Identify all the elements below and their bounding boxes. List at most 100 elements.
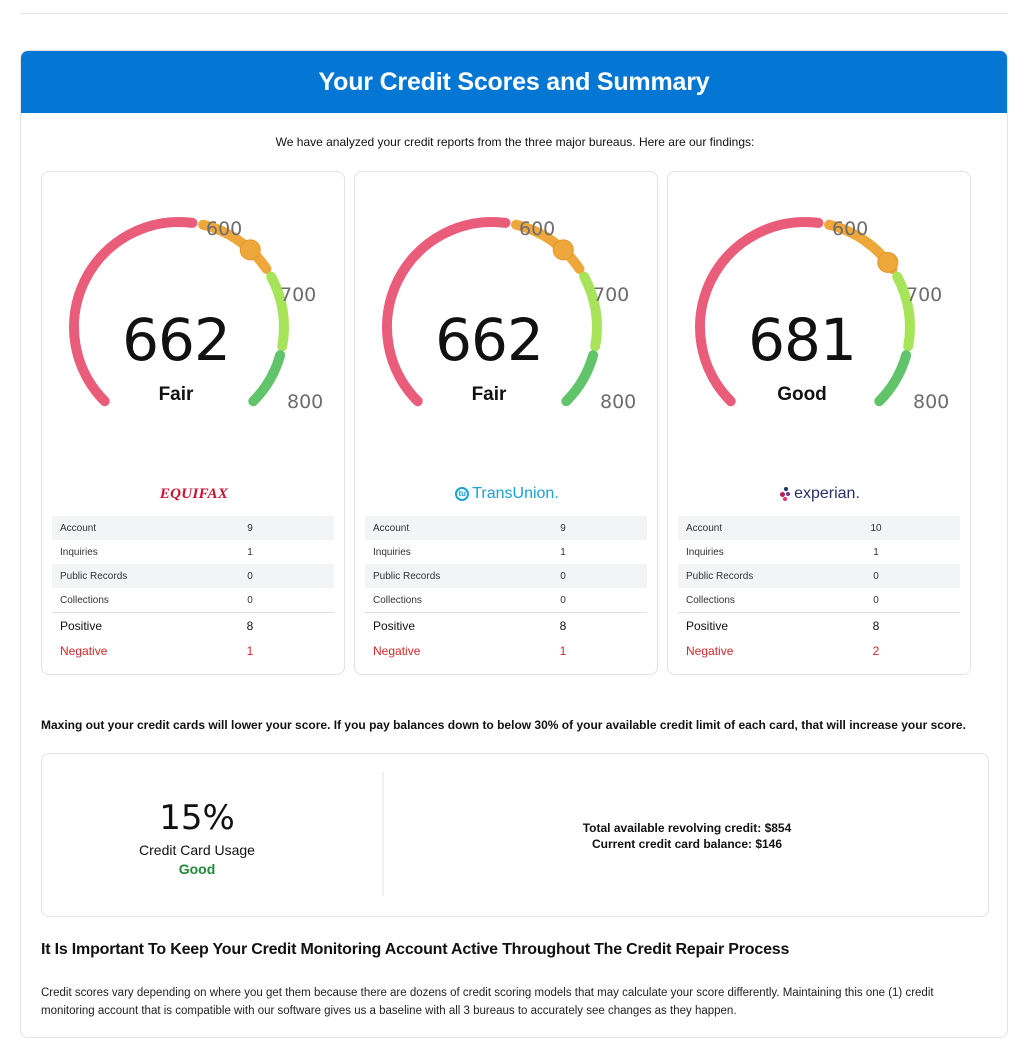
gauge-arcs	[695, 217, 915, 407]
stat-label: Account	[60, 522, 97, 534]
gauge-tick-700: 700	[593, 284, 630, 306]
transunion-mark-icon: tu	[455, 487, 470, 501]
experian-logo-wrap: experian.	[780, 485, 860, 503]
gauge-arc-poor	[69, 217, 198, 407]
gauge-tick-700: 700	[280, 284, 317, 306]
positive-value: 8	[872, 618, 880, 633]
stat-label: Account	[373, 522, 410, 534]
equifax-logo: EQUIFAX	[42, 482, 346, 506]
gauge-tick-600: 600	[519, 218, 556, 240]
stat-row-inquiries: Inquiries 1	[365, 540, 647, 564]
stat-label: Inquiries	[686, 546, 724, 558]
stat-value: 0	[247, 570, 253, 582]
stat-row-public-records: Public Records 0	[365, 564, 647, 588]
gauge-arc-fair	[511, 219, 585, 274]
gauge-tick-800: 800	[913, 391, 950, 413]
stat-row-collections: Collections 0	[52, 588, 334, 612]
credit-score: 662	[122, 306, 231, 374]
gauge-arc-excellent	[874, 350, 912, 407]
total-available-credit: Total available revolving credit: $854	[582, 821, 792, 835]
stat-value: 0	[873, 594, 879, 606]
stat-label: Collections	[373, 594, 422, 606]
bureau-card-experian: 600 700 800 681 Good experian. Account 1…	[667, 171, 971, 675]
credit-usage-label: Credit Card Usage	[139, 842, 255, 858]
stat-value: 0	[247, 594, 253, 606]
credit-usage-percent: 15%	[159, 798, 235, 838]
gauge-arc-good	[266, 271, 289, 352]
gauge-arc-good	[892, 271, 915, 352]
stat-row-account: Account 9	[365, 516, 647, 540]
page-title: Your Credit Scores and Summary	[318, 67, 710, 96]
positive-label: Positive	[686, 618, 729, 633]
stat-row-collections: Collections 0	[678, 588, 960, 612]
current-card-balance: Current credit card balance: $146	[591, 837, 783, 851]
experian-dots-icon	[780, 487, 792, 501]
stat-row-public-records: Public Records 0	[678, 564, 960, 588]
bureau-stats: Account 10 Inquiries 1 Public Records 0 …	[678, 516, 960, 664]
top-divider	[20, 13, 1008, 14]
negative-label: Negative	[373, 644, 421, 658]
transunion-logo-text: TransUnion.	[472, 485, 559, 502]
credit-usage-rating: Good	[178, 861, 216, 877]
stat-label: Public Records	[373, 570, 441, 582]
negative-value: 1	[559, 644, 567, 658]
bureau-card-transunion: 600 700 800 662 Fair tu TransUnion. Acco…	[354, 171, 658, 675]
stat-row-inquiries: Inquiries 1	[52, 540, 334, 564]
gauge-arcs	[382, 217, 602, 407]
stat-row-collections: Collections 0	[365, 588, 647, 612]
intro-text: We have analyzed your credit reports fro…	[275, 135, 755, 149]
score-marker	[877, 251, 899, 273]
monitoring-body: Credit scores vary depending on where yo…	[41, 987, 934, 1017]
stat-label: Collections	[60, 594, 109, 606]
positive-value: 8	[246, 618, 254, 633]
stat-row-account: Account 10	[678, 516, 960, 540]
bureau-card-equifax: 600 700 800 662 Fair EQUIFAX Account 9 I…	[41, 171, 345, 675]
stat-value: 10	[870, 522, 882, 534]
credit-score: 681	[748, 306, 857, 374]
gauge-tick-800: 800	[287, 391, 324, 413]
bureau-stats: Account 9 Inquiries 1 Public Records 0 C…	[365, 516, 647, 664]
gauge-tick-700: 700	[906, 284, 943, 306]
stat-row-inquiries: Inquiries 1	[678, 540, 960, 564]
negative-label: Negative	[60, 644, 108, 658]
stat-label: Public Records	[686, 570, 754, 582]
stat-row-positive: Positive 8	[678, 612, 960, 638]
stat-label: Inquiries	[60, 546, 98, 558]
stat-value: 1	[560, 546, 566, 558]
gauge-tick-600: 600	[206, 218, 243, 240]
positive-label: Positive	[373, 618, 416, 633]
score-rating: Good	[777, 384, 827, 405]
gauge-arcs	[69, 217, 289, 407]
gauge-arc-poor	[382, 217, 511, 407]
bureau-stats: Account 9 Inquiries 1 Public Records 0 C…	[52, 516, 334, 664]
negative-value: 1	[246, 644, 254, 658]
score-rating: Fair	[158, 384, 194, 405]
stat-row-negative: Negative 1	[365, 638, 647, 664]
stat-row-positive: Positive 8	[365, 612, 647, 638]
transunion-logo-wrap: tu TransUnion.	[455, 485, 559, 503]
gauge-tick-600: 600	[832, 218, 869, 240]
credit-summary-panel: Your Credit Scores and Summary We have a…	[20, 50, 1008, 1038]
stat-row-positive: Positive 8	[52, 612, 334, 638]
gauge-arc-excellent	[248, 350, 286, 407]
stat-row-public-records: Public Records 0	[52, 564, 334, 588]
stat-value: 9	[247, 522, 253, 534]
score-gauge: 600 700 800 662 Fair	[42, 172, 346, 472]
equifax-logo-text: EQUIFAX	[159, 485, 229, 502]
negative-label: Negative	[686, 644, 734, 658]
stat-label: Collections	[686, 594, 735, 606]
score-marker	[552, 239, 574, 261]
gauge-tick-800: 800	[600, 391, 637, 413]
score-gauge: 600 700 800 681 Good	[668, 172, 972, 472]
stat-row-account: Account 9	[52, 516, 334, 540]
positive-label: Positive	[60, 618, 103, 633]
stat-value: 0	[873, 570, 879, 582]
stat-label: Public Records	[60, 570, 128, 582]
score-rating: Fair	[471, 384, 507, 405]
positive-value: 8	[559, 618, 567, 633]
utilization-note: Maxing out your credit cards will lower …	[41, 718, 966, 732]
gauge-arc-excellent	[561, 350, 599, 407]
stat-value: 0	[560, 594, 566, 606]
stat-value: 1	[247, 546, 253, 558]
stat-row-negative: Negative 1	[52, 638, 334, 664]
